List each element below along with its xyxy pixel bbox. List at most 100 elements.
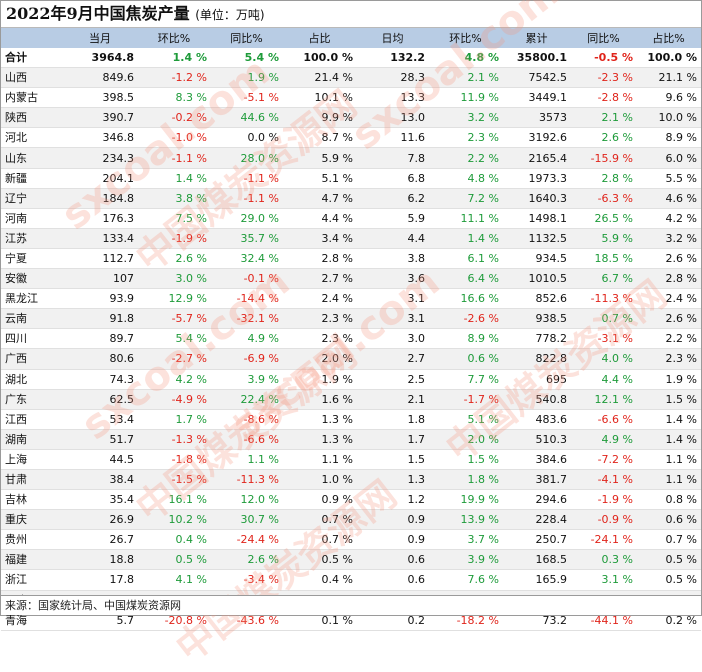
column-header-1: 当月 (63, 28, 138, 48)
cell-9: 0.5 % (637, 549, 701, 571)
cell-4: 0.5 % (283, 549, 357, 571)
region-name: 甘肃 (1, 469, 63, 491)
cell-1: 26.9 (63, 509, 138, 531)
cell-9: 2.4 % (637, 288, 701, 310)
cell-5: 0.6 (357, 549, 429, 571)
table-row: 上海 44.5 -1.8 % 1.1 % 1.1 % 1.5 1.5 % 384.6 -7.2 … (1, 449, 701, 470)
cell-2: -0.2 % (138, 107, 211, 129)
cell-2: 4.2 % (138, 369, 211, 390)
cell-1: 44.5 (63, 449, 138, 470)
cell-7: 1973.3 (503, 168, 571, 189)
cell-4: 2.3 % (283, 328, 357, 350)
cell-7: 540.8 (503, 389, 571, 410)
region-name: 陕西 (1, 107, 63, 129)
region-name: 湖北 (1, 369, 63, 390)
cell-8: 0.3 % (571, 549, 637, 571)
cell-6: -2.6 % (429, 308, 503, 330)
cell-6: 11.1 % (429, 208, 503, 229)
cell-3: -3.4 % (211, 569, 283, 591)
cell-4: 4.4 % (283, 208, 357, 229)
cell-1: 17.8 (63, 569, 138, 591)
cell-4: 2.8 % (283, 248, 357, 270)
cell-2: 1.4 % (138, 168, 211, 189)
cell-8: 4.9 % (571, 429, 637, 450)
cell-9: 8.9 % (637, 127, 701, 149)
column-header-6: 环比% (429, 28, 503, 48)
cell-7: 934.5 (503, 248, 571, 270)
cell-4: 0.7 % (283, 509, 357, 531)
cell-1: 89.7 (63, 328, 138, 350)
column-header-9: 占比% (637, 28, 701, 48)
cell-7: 778.2 (503, 328, 571, 350)
cell-5: 6.2 (357, 188, 429, 209)
cell-9: 5.5 % (637, 168, 701, 189)
cell-9: 3.2 % (637, 228, 701, 249)
cell-8: -3.1 % (571, 328, 637, 350)
cell-9: 0.8 % (637, 489, 701, 511)
region-name: 黑龙江 (1, 288, 63, 310)
coke-production-table: 当月 环比% 同比% 占比 日均 环比% 累计 同比% 占比% 合计 3964.8 1.4 % 5.4… (1, 28, 701, 631)
table-row: 广东 62.5 -4.9 % 22.4 % 1.6 % 2.1 -1.7 % 540.8 12.… (1, 389, 701, 410)
cell-3: -14.4 % (211, 288, 283, 310)
table-row: 湖北 74.3 4.2 % 3.9 % 1.9 % 2.5 7.7 % 695 4.4 % 1.9… (1, 369, 701, 390)
cell-5: 7.8 (357, 147, 429, 169)
cell-6: 3.7 % (429, 529, 503, 551)
cell-1: 184.8 (63, 188, 138, 209)
cell-6: 7.6 % (429, 569, 503, 591)
cell-5: 3.6 (357, 268, 429, 290)
cell-8: -11.3 % (571, 288, 637, 310)
cell-6: 4.8 % (429, 48, 503, 69)
cell-7: 165.9 (503, 569, 571, 591)
cell-9: 0.5 % (637, 569, 701, 591)
cell-4: 9.9 % (283, 107, 357, 129)
cell-7: 695 (503, 369, 571, 390)
cell-9: 2.3 % (637, 348, 701, 370)
cell-8: -7.2 % (571, 449, 637, 470)
title-unit: (单位：万吨) (195, 8, 265, 22)
cell-5: 0.9 (357, 509, 429, 531)
cell-2: 2.6 % (138, 248, 211, 270)
region-name: 重庆 (1, 509, 63, 531)
table-row: 湖南 51.7 -1.3 % -6.6 % 1.3 % 1.7 2.0 % 510.3 4.9 … (1, 429, 701, 450)
cell-5: 1.5 (357, 449, 429, 470)
cell-1: 62.5 (63, 389, 138, 410)
cell-5: 2.7 (357, 348, 429, 370)
column-header-7: 累计 (503, 28, 571, 48)
cell-3: -8.6 % (211, 409, 283, 430)
cell-9: 6.0 % (637, 147, 701, 169)
table-row: 福建 18.8 0.5 % 2.6 % 0.5 % 0.6 3.9 % 168.5 0.3 % 0… (1, 549, 701, 571)
table-row: 重庆 26.9 10.2 % 30.7 % 0.7 % 0.9 13.9 % 228.4 -0.… (1, 509, 701, 531)
cell-9: 4.2 % (637, 208, 701, 229)
column-header-3: 同比% (211, 28, 283, 48)
cell-2: 1.4 % (138, 48, 211, 69)
cell-1: 93.9 (63, 288, 138, 310)
cell-2: -1.3 % (138, 429, 211, 450)
cell-8: -6.6 % (571, 409, 637, 430)
cell-5: 5.9 (357, 208, 429, 229)
region-name: 宁夏 (1, 248, 63, 270)
cell-1: 91.8 (63, 308, 138, 330)
cell-6: 13.9 % (429, 509, 503, 531)
cell-3: -24.4 % (211, 529, 283, 551)
cell-8: 2.1 % (571, 107, 637, 129)
cell-6: 1.8 % (429, 469, 503, 491)
cell-2: -2.7 % (138, 348, 211, 370)
cell-5: 1.7 (357, 429, 429, 450)
cell-1: 112.7 (63, 248, 138, 270)
table-row: 安徽 107 3.0 % -0.1 % 2.7 % 3.6 6.4 % 1010.5 6.7 %… (1, 268, 701, 290)
cell-9: 100.0 % (637, 48, 701, 69)
cell-4: 1.6 % (283, 389, 357, 410)
cell-4: 1.1 % (283, 449, 357, 470)
cell-4: 10.1 % (283, 87, 357, 109)
cell-2: -1.5 % (138, 469, 211, 491)
cell-5: 1.3 (357, 469, 429, 491)
cell-8: -0.9 % (571, 509, 637, 531)
source-note: 来源：国家统计局、中国煤炭资源网 (1, 595, 701, 615)
cell-4: 2.7 % (283, 268, 357, 290)
cell-2: 7.5 % (138, 208, 211, 229)
cell-8: 5.9 % (571, 228, 637, 249)
cell-8: -0.5 % (571, 48, 637, 69)
region-name: 安徽 (1, 268, 63, 290)
cell-7: 822.8 (503, 348, 571, 370)
cell-1: 133.4 (63, 228, 138, 249)
